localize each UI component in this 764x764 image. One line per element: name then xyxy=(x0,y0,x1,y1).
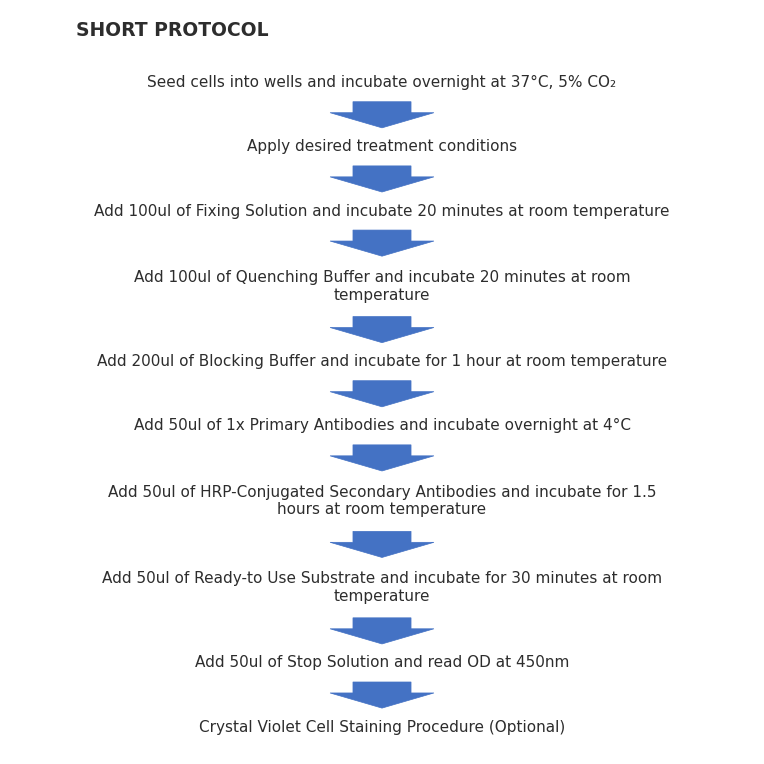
Text: Seed cells into wells and incubate overnight at 37°C, 5% CO₂: Seed cells into wells and incubate overn… xyxy=(147,75,617,90)
Text: Apply des​ired treatment conditions: Apply des​ired treatment conditions xyxy=(247,139,517,154)
Text: SHORT PROTOCOL: SHORT PROTOCOL xyxy=(76,21,269,40)
Polygon shape xyxy=(330,102,434,128)
Text: Add 50ul of 1x Primary Antibodies and incubate overnight at 4°C: Add 50ul of 1x Primary Antibodies and in… xyxy=(134,419,630,433)
Polygon shape xyxy=(330,316,434,342)
Text: Crystal Violet Cell Staining Procedure (Optional): Crystal Violet Cell Staining Procedure (… xyxy=(199,720,565,735)
Polygon shape xyxy=(330,445,434,471)
Polygon shape xyxy=(330,166,434,192)
Text: Add 100ul of Quenching Buffer and incubate 20 minutes at room
temperature: Add 100ul of Quenching Buffer and incuba… xyxy=(134,270,630,303)
Text: Add 50ul of HRP-Conjugated Secondary Antibodies and incubate for 1.5
hours at ro: Add 50ul of HRP-Conjugated Secondary Ant… xyxy=(108,485,656,517)
Text: Add 100ul of Fixing Solution and incubate 20 minutes at room temperature: Add 100ul of Fixing Solution and incubat… xyxy=(94,203,670,219)
Text: Add 200ul of Blocking Buffer and incubate for 1 hour at room temperature: Add 200ul of Blocking Buffer and incubat… xyxy=(97,354,667,369)
Polygon shape xyxy=(330,618,434,644)
Polygon shape xyxy=(330,682,434,708)
Polygon shape xyxy=(330,380,434,406)
Text: Add 50ul of Stop Solution and read OD at 450nm: Add 50ul of Stop Solution and read OD at… xyxy=(195,656,569,671)
Polygon shape xyxy=(330,230,434,256)
Text: Add 50ul of Ready-to Use Substrate and incubate for 30 minutes at room
temperatu: Add 50ul of Ready-to Use Substrate and i… xyxy=(102,571,662,604)
Polygon shape xyxy=(330,531,434,558)
